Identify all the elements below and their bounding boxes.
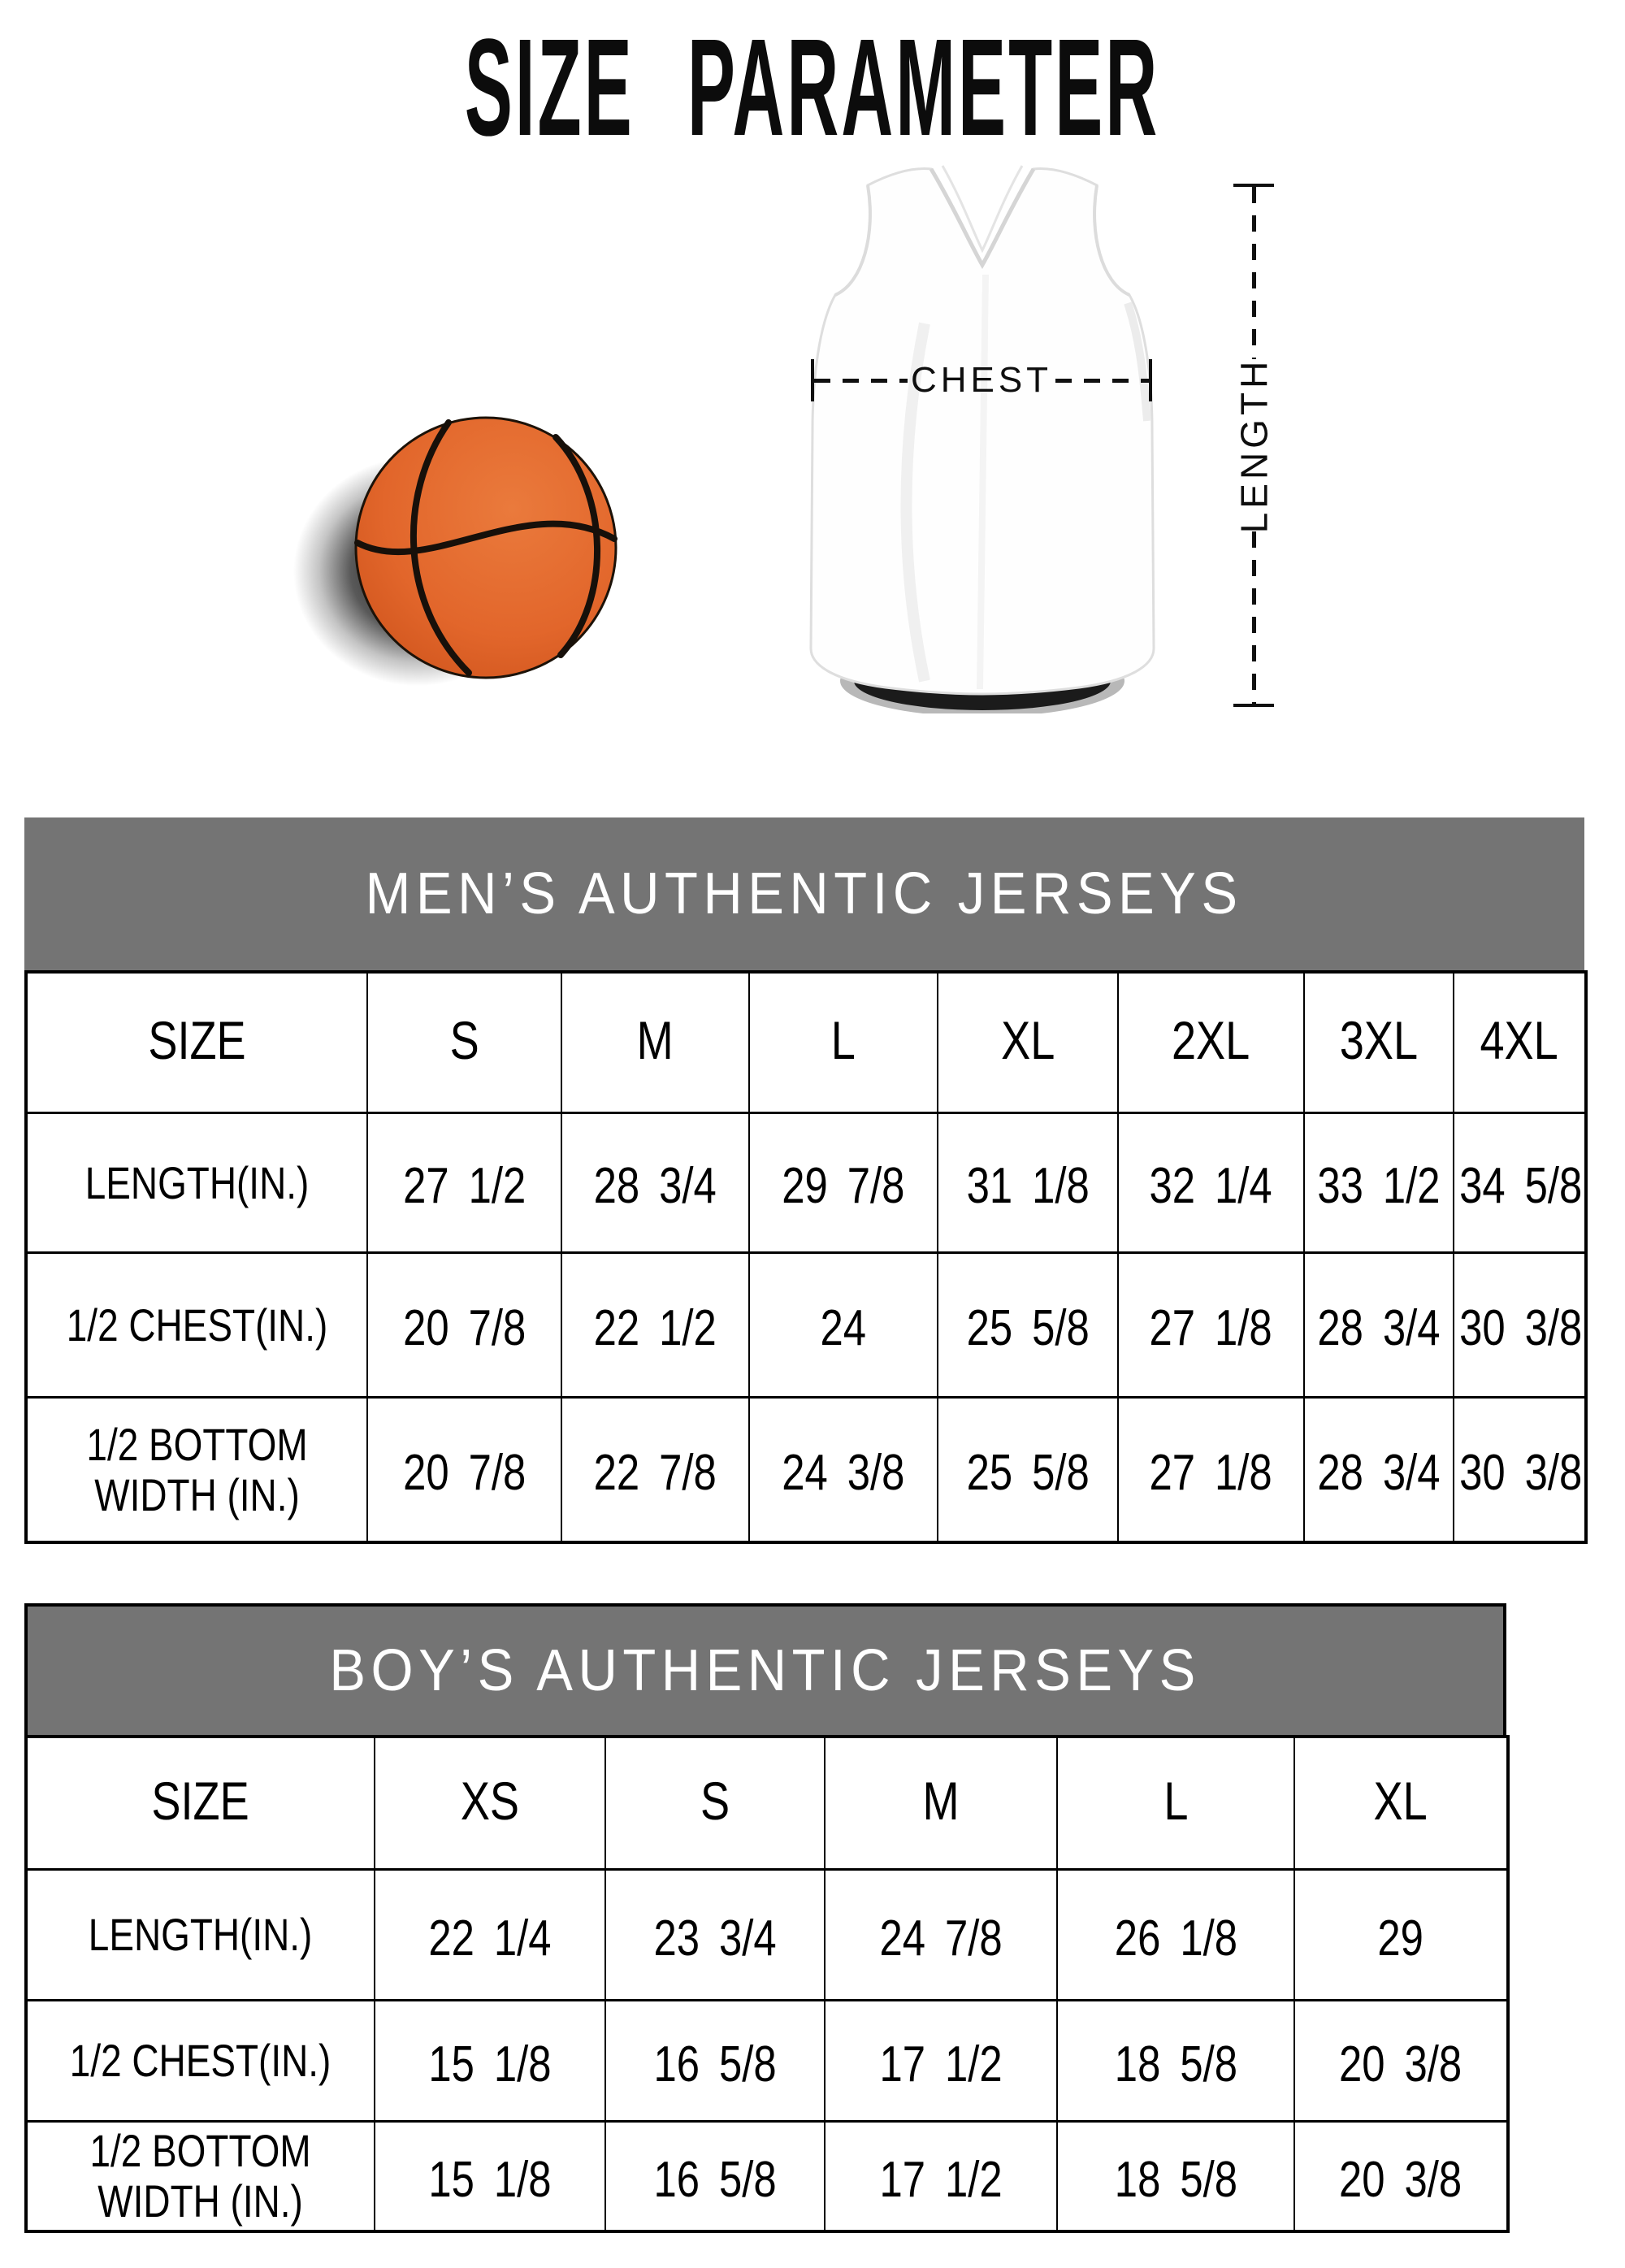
chest-label: CHEST: [910, 360, 1053, 400]
jersey-image: [809, 165, 1155, 713]
size-value-cell: 27 1/8: [1117, 1396, 1305, 1544]
col-header: XL: [1294, 1735, 1509, 1871]
size-value-cell: 24 7/8: [824, 1868, 1058, 2001]
col-header: SIZE: [25, 970, 368, 1114]
size-value-cell: 20 3/8: [1294, 2120, 1509, 2233]
col-header: 4XL: [1453, 970, 1587, 1114]
size-diagram: CHEST LENGTH: [0, 138, 1625, 792]
boys-size-section: BOY’S AUTHENTIC JERSEYS SIZE XS S M L XL…: [24, 1603, 1510, 2233]
mens-banner-title: MEN’S AUTHENTIC JERSEYS: [366, 861, 1243, 926]
size-value-cell: 20 7/8: [366, 1251, 562, 1399]
row-label: 1/2 CHEST(IN.): [25, 1999, 375, 2123]
length-label-box: LENGTH: [1227, 357, 1280, 534]
boys-banner: BOY’S AUTHENTIC JERSEYS: [24, 1603, 1506, 1735]
col-header: M: [824, 1735, 1058, 1871]
size-value-cell: 30 3/8: [1453, 1251, 1587, 1399]
table-row: 1/2 CHEST(IN.) 20 7/8 22 1/2 24 25 5/8 2…: [25, 1251, 1587, 1399]
length-measure-line: LENGTH: [1227, 184, 1280, 707]
length-dashed-line: [1251, 531, 1256, 704]
mens-banner: MEN’S AUTHENTIC JERSEYS: [24, 817, 1584, 970]
chest-right-tick: [1149, 359, 1152, 401]
chest-dashed-line: [814, 378, 908, 383]
col-header: 3XL: [1303, 970, 1454, 1114]
col-header: M: [561, 970, 750, 1114]
size-value-cell: 29: [1294, 1868, 1509, 2001]
size-value-cell: 28 3/4: [1303, 1251, 1454, 1399]
size-value-cell: 18 5/8: [1056, 1999, 1295, 2123]
row-label: 1/2 BOTTOM WIDTH (IN.): [25, 1396, 368, 1544]
chest-left-tick: [811, 359, 814, 401]
size-value-cell: 20 3/8: [1294, 1999, 1509, 2123]
size-value-cell: 29 7/8: [748, 1112, 938, 1254]
row-label: LENGTH(IN.): [25, 1112, 368, 1254]
size-value-cell: 16 5/8: [604, 1999, 826, 2123]
boys-size-table: SIZE XS S M L XL LENGTH(IN.) 22 1/4 23 3…: [24, 1735, 1510, 2233]
mens-size-table: SIZE S M L XL 2XL 3XL 4XL LENGTH(IN.) 27…: [24, 970, 1588, 1544]
chest-measure-line: CHEST: [811, 359, 1152, 401]
col-header: L: [1056, 1735, 1295, 1871]
table-row: 1/2 CHEST(IN.) 15 1/8 16 5/8 17 1/2 18 5…: [25, 1999, 1509, 2123]
boys-banner-title: BOY’S AUTHENTIC JERSEYS: [329, 1638, 1202, 1703]
col-header: S: [366, 970, 562, 1114]
size-value-cell: 25 5/8: [937, 1251, 1119, 1399]
basketball-image: [354, 416, 618, 679]
row-label: 1/2 CHEST(IN.): [25, 1251, 368, 1399]
size-value-cell: 27 1/2: [366, 1112, 562, 1254]
size-value-cell: 18 5/8: [1056, 2120, 1295, 2233]
size-value-cell: 30 3/8: [1453, 1396, 1587, 1544]
size-value-cell: 27 1/8: [1117, 1251, 1305, 1399]
size-value-cell: 20 7/8: [366, 1396, 562, 1544]
col-header: 2XL: [1117, 970, 1305, 1114]
size-value-cell: 26 1/8: [1056, 1868, 1295, 2001]
size-value-cell: 22 7/8: [561, 1396, 750, 1544]
table-row: 1/2 BOTTOM WIDTH (IN.) 15 1/8 16 5/8 17 …: [25, 2120, 1509, 2233]
size-value-cell: 22 1/4: [374, 1868, 606, 2001]
col-header: L: [748, 970, 938, 1114]
row-label: 1/2 BOTTOM WIDTH (IN.): [25, 2120, 375, 2233]
size-value-cell: 28 3/4: [1303, 1396, 1454, 1544]
table-row: LENGTH(IN.) 22 1/4 23 3/4 24 7/8 26 1/8 …: [25, 1868, 1509, 2001]
size-value-cell: 32 1/4: [1117, 1112, 1305, 1254]
page-title-text: SIZE PARAMETER: [465, 11, 1160, 165]
row-label: LENGTH(IN.): [25, 1868, 375, 2001]
mens-header-row: SIZE S M L XL 2XL 3XL 4XL: [25, 970, 1587, 1114]
size-value-cell: 24: [748, 1251, 938, 1399]
size-value-cell: 17 1/2: [824, 1999, 1058, 2123]
length-bottom-tick: [1233, 704, 1274, 707]
size-value-cell: 15 1/8: [374, 2120, 606, 2233]
size-value-cell: 31 1/8: [937, 1112, 1119, 1254]
chest-dashed-line: [1055, 378, 1149, 383]
page-title: SIZE PARAMETER: [0, 11, 1625, 165]
size-value-cell: 28 3/4: [561, 1112, 750, 1254]
col-header: XS: [374, 1735, 606, 1871]
size-value-cell: 24 3/8: [748, 1396, 938, 1544]
table-row: 1/2 BOTTOM WIDTH (IN.) 20 7/8 22 7/8 24 …: [25, 1396, 1587, 1544]
length-dashed-line: [1251, 187, 1256, 359]
size-value-cell: 17 1/2: [824, 2120, 1058, 2233]
boys-header-row: SIZE XS S M L XL: [25, 1735, 1509, 1871]
size-value-cell: 15 1/8: [374, 1999, 606, 2123]
size-value-cell: 22 1/2: [561, 1251, 750, 1399]
size-value-cell: 34 5/8: [1453, 1112, 1587, 1254]
mens-size-section: MEN’S AUTHENTIC JERSEYS SIZE S M L XL 2X…: [24, 817, 1588, 1544]
col-header: SIZE: [25, 1735, 375, 1871]
col-header: S: [604, 1735, 826, 1871]
table-row: LENGTH(IN.) 27 1/2 28 3/4 29 7/8 31 1/8 …: [25, 1112, 1587, 1254]
length-top-tick: [1233, 184, 1274, 187]
size-value-cell: 33 1/2: [1303, 1112, 1454, 1254]
size-value-cell: 25 5/8: [937, 1396, 1119, 1544]
col-header: XL: [937, 970, 1119, 1114]
size-value-cell: 23 3/4: [604, 1868, 826, 2001]
length-label: LENGTH: [1233, 357, 1275, 534]
size-value-cell: 16 5/8: [604, 2120, 826, 2233]
